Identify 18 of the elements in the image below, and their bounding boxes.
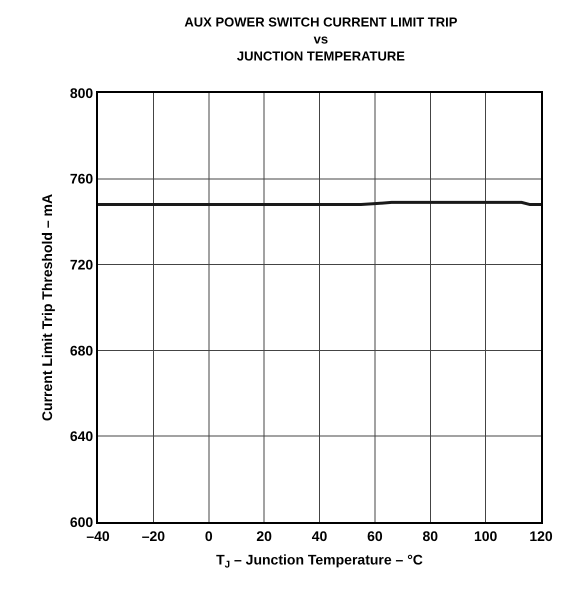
x-tick-label: 20 xyxy=(256,528,272,544)
x-axis-title: T$_{J}$ – Junction Temperature – °C xyxy=(216,552,423,571)
x-tick-label: –40 xyxy=(86,528,110,544)
y-tick-label: 760 xyxy=(70,170,94,187)
y-tick-label: 720 xyxy=(70,256,94,272)
x-tick-label: 120 xyxy=(529,528,553,544)
x-tick-label: 0 xyxy=(204,528,213,544)
y-tick-label: 600 xyxy=(70,514,94,530)
y-axis-title: Current Limit Trip Threshold – mA xyxy=(38,194,55,422)
chart-title: AUX POWER SWITCH CURRENT LIMIT TRIP vs JUNCTION TEMPERATURE xyxy=(184,14,458,64)
x-tick-label: 100 xyxy=(474,528,498,544)
x-tick-label: 60 xyxy=(367,528,383,544)
y-tick-label: 800 xyxy=(70,84,94,101)
x-tick-label: 40 xyxy=(312,528,328,544)
x-tick-label: 80 xyxy=(422,528,438,544)
y-tick-label: 680 xyxy=(70,342,94,358)
y-tick-label: 640 xyxy=(70,428,94,444)
x-tick-label: –20 xyxy=(142,528,166,544)
